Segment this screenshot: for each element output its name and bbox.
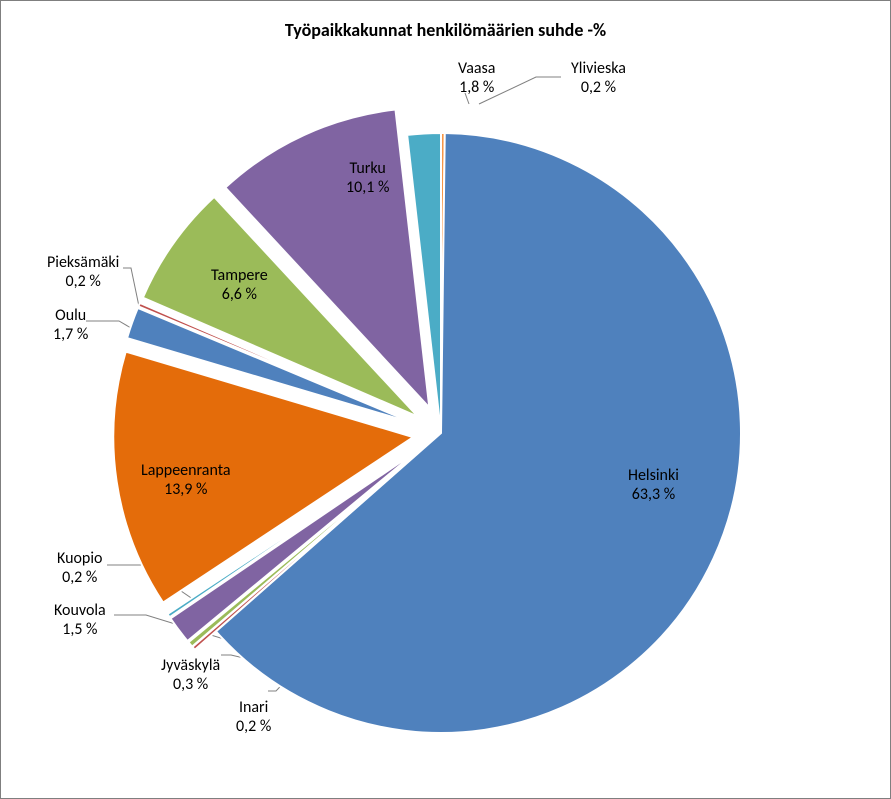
slice-label-lappeenranta: Lappeenranta13,9 % <box>141 461 231 499</box>
slice-label-name: Kouvola <box>54 601 106 620</box>
slice-label-value: 0,2 % <box>57 568 102 587</box>
slice-label-vaasa: Vaasa1,8 % <box>458 59 495 97</box>
leader-line <box>86 321 131 328</box>
slice-label-tampere: Tampere6,6 % <box>211 266 268 304</box>
slice-label-name: Ylivieska <box>571 59 626 78</box>
slice-label-name: Oulu <box>53 306 88 325</box>
chart-frame: Työpaikkakunnat henkilömäärien suhde -% … <box>0 0 891 799</box>
slice-label-turku: Turku10,1 % <box>346 159 389 197</box>
slice-label-value: 1,8 % <box>458 78 495 97</box>
slice-label-name: Vaasa <box>458 59 495 78</box>
slice-label-inari: Inari0,2 % <box>236 698 271 736</box>
slice-label-name: Inari <box>236 698 271 717</box>
slice-label-value: 0,2 % <box>571 78 626 97</box>
slice-label-value: 1,7 % <box>53 325 88 344</box>
slice-label-pieksämäki: Pieksämäki0,2 % <box>47 253 119 291</box>
slice-label-value: 0,2 % <box>236 717 271 736</box>
slice-label-jyväskylä: Jyväskylä0,3 % <box>161 656 220 694</box>
slice-label-name: Helsinki <box>626 466 681 485</box>
slice-label-name: Tampere <box>211 266 268 285</box>
slice-label-ylivieska: Ylivieska0,2 % <box>571 59 626 97</box>
slice-label-value: 0,3 % <box>161 675 220 694</box>
slice-label-kouvola: Kouvola1,5 % <box>54 601 106 639</box>
slice-label-name: Lappeenranta <box>141 461 231 480</box>
slice-label-helsinki: Helsinki63,3 % <box>626 466 681 504</box>
slice-label-value: 0,2 % <box>47 272 119 291</box>
slice-label-value: 10,1 % <box>346 178 389 197</box>
slice-label-name: Pieksämäki <box>47 253 119 272</box>
slice-label-value: 1,5 % <box>54 620 106 639</box>
slice-label-value: 6,6 % <box>211 285 268 304</box>
slice-label-name: Kuopio <box>57 549 102 568</box>
slice-label-value: 63,3 % <box>626 485 681 504</box>
slice-label-oulu: Oulu1,7 % <box>53 306 88 344</box>
slice-label-kuopio: Kuopio0,2 % <box>57 549 102 587</box>
pie-chart-svg <box>1 1 890 798</box>
slice-label-name: Turku <box>346 159 389 178</box>
slice-label-value: 13,9 % <box>141 480 231 499</box>
slice-label-name: Jyväskylä <box>161 656 220 675</box>
